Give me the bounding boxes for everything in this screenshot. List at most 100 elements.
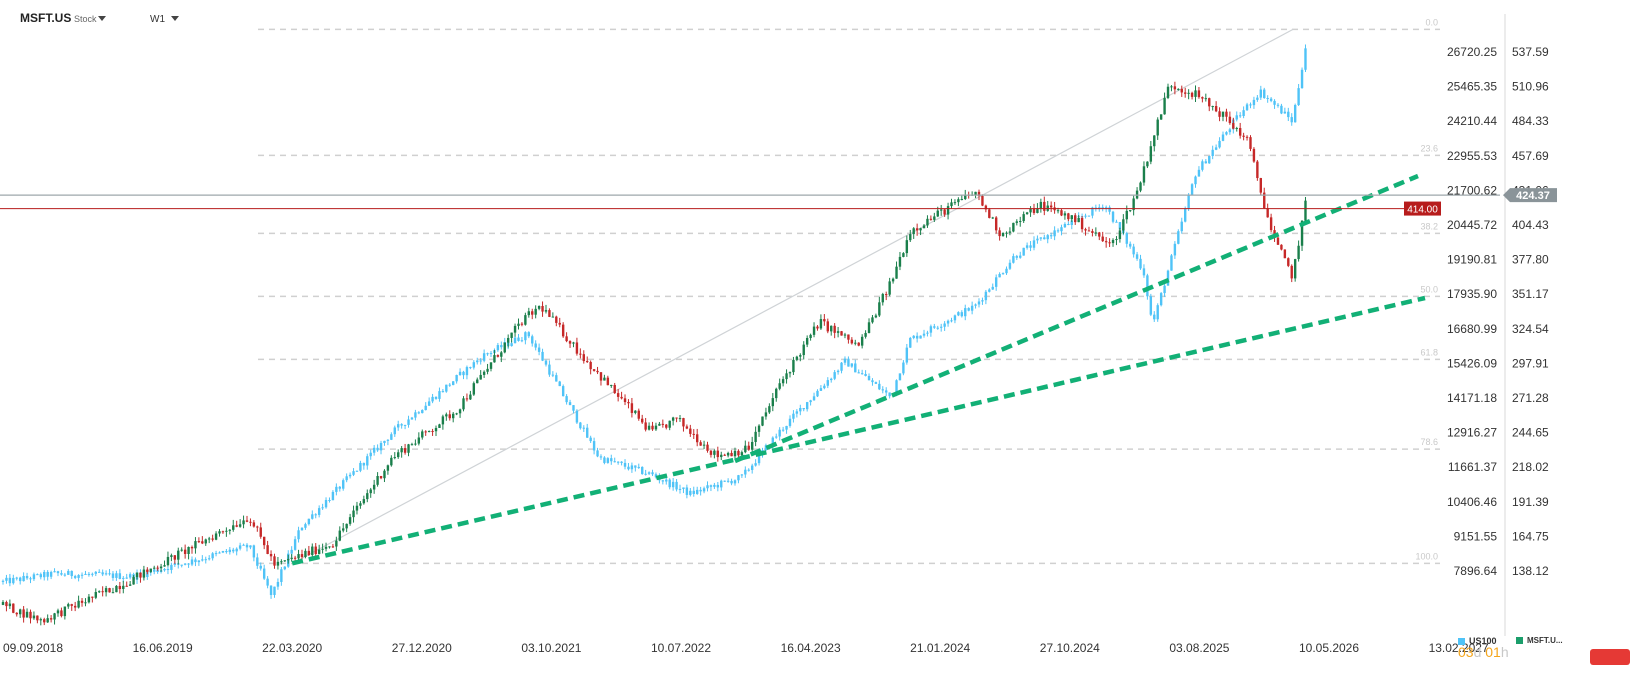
candle-body xyxy=(438,424,441,428)
candle-body xyxy=(561,324,565,337)
candle-body xyxy=(269,585,273,595)
candle-body xyxy=(1039,201,1043,209)
candle-body xyxy=(273,556,276,566)
candle-body xyxy=(1122,219,1125,231)
candle-body xyxy=(544,360,548,365)
candle-body xyxy=(902,362,905,374)
candle-body xyxy=(513,325,517,333)
candle-body xyxy=(785,425,788,430)
x-tick-label: 27.12.2020 xyxy=(392,641,452,655)
candle-body xyxy=(641,466,644,474)
candle-body xyxy=(1187,92,1190,94)
current-price-tag[interactable]: 424.37 xyxy=(1503,188,1557,203)
candle-body xyxy=(565,336,568,342)
candle-body xyxy=(424,431,427,433)
candle-body xyxy=(510,343,513,347)
candle-body xyxy=(293,557,297,559)
candle-body xyxy=(939,209,943,211)
candle-body xyxy=(627,466,630,470)
candle-body xyxy=(445,414,448,417)
candle-body xyxy=(1153,314,1156,320)
candle-body xyxy=(80,600,84,603)
legend-item-us100[interactable]: US100 xyxy=(1458,636,1497,646)
candle-body xyxy=(56,571,60,574)
candle-body xyxy=(905,347,909,363)
candle-body xyxy=(661,480,665,482)
candle-body xyxy=(840,331,843,336)
candle-body xyxy=(1104,241,1108,243)
chevron-down-icon[interactable] xyxy=(98,16,106,21)
chevron-down-icon[interactable] xyxy=(171,16,179,21)
level-tag[interactable] xyxy=(1404,201,1441,216)
candle-body xyxy=(524,315,527,325)
candle-body xyxy=(957,199,960,203)
candle-body xyxy=(104,573,108,575)
candle-body xyxy=(283,560,287,562)
candle-body xyxy=(1049,205,1053,208)
candle-body xyxy=(1190,184,1194,196)
candle-body xyxy=(613,384,616,394)
candle-body xyxy=(613,461,616,463)
candle-body xyxy=(77,575,80,578)
candle-body xyxy=(1242,110,1245,116)
y-tick-left: 16680.99 xyxy=(1447,322,1497,336)
candle-body xyxy=(146,569,149,572)
candle-body xyxy=(1252,99,1256,106)
candle-body xyxy=(187,563,190,565)
candle-body xyxy=(1159,293,1163,306)
candle-body xyxy=(929,326,933,333)
candle-body xyxy=(764,412,768,417)
candle-body xyxy=(799,355,802,357)
candle-body xyxy=(555,375,558,382)
candle-body xyxy=(802,408,805,410)
candle-body xyxy=(149,568,152,572)
candle-body xyxy=(998,230,1001,237)
candle-body xyxy=(716,484,720,488)
current-price-label: 424.37 xyxy=(1516,190,1550,202)
candle-body xyxy=(984,205,988,210)
candle-body xyxy=(939,326,943,328)
candle-body xyxy=(695,489,699,494)
candle-body xyxy=(94,592,97,598)
candle-body xyxy=(1197,169,1201,177)
symbol-label[interactable]: MSFT.US xyxy=(20,11,72,25)
y-tick-left: 14171.18 xyxy=(1447,391,1497,405)
candle-body xyxy=(919,228,922,231)
y-tick-left: 25465.35 xyxy=(1447,80,1497,94)
candle-body xyxy=(280,569,283,582)
candle-body xyxy=(984,291,988,301)
candle-body xyxy=(1115,221,1118,223)
candle-body xyxy=(895,380,898,393)
candle-body xyxy=(448,414,451,419)
candle-body xyxy=(706,485,709,489)
candle-body xyxy=(221,550,225,553)
y-tick-left: 21700.62 xyxy=(1447,183,1497,197)
candle-body xyxy=(744,469,747,475)
candle-body xyxy=(754,431,757,442)
candle-body xyxy=(596,450,599,457)
y-tick-left: 22955.53 xyxy=(1447,149,1497,163)
candle-body xyxy=(1043,237,1046,240)
candle-body xyxy=(1238,115,1242,117)
candle-body xyxy=(1005,268,1008,274)
candle-body xyxy=(702,488,706,492)
candle-body xyxy=(1101,236,1104,242)
candle-body xyxy=(87,596,91,603)
candle-body xyxy=(73,605,77,608)
trendline-upper[interactable] xyxy=(734,173,1419,464)
candle-body xyxy=(1245,104,1249,111)
candle-body xyxy=(400,448,403,453)
legend-action-button[interactable] xyxy=(1590,649,1630,665)
candle-body xyxy=(98,571,101,573)
candle-body xyxy=(795,356,799,360)
legend-swatch xyxy=(1516,637,1523,644)
timeframe-selector[interactable]: W1 xyxy=(150,14,165,25)
candle-body xyxy=(8,603,12,607)
candle-body xyxy=(91,573,94,575)
candle-body xyxy=(671,481,675,488)
candle-body xyxy=(647,425,651,430)
legend-item-msft[interactable]: MSFT.U... xyxy=(1516,636,1563,645)
trendline-lower[interactable] xyxy=(291,295,1426,566)
candle-body xyxy=(359,503,362,506)
